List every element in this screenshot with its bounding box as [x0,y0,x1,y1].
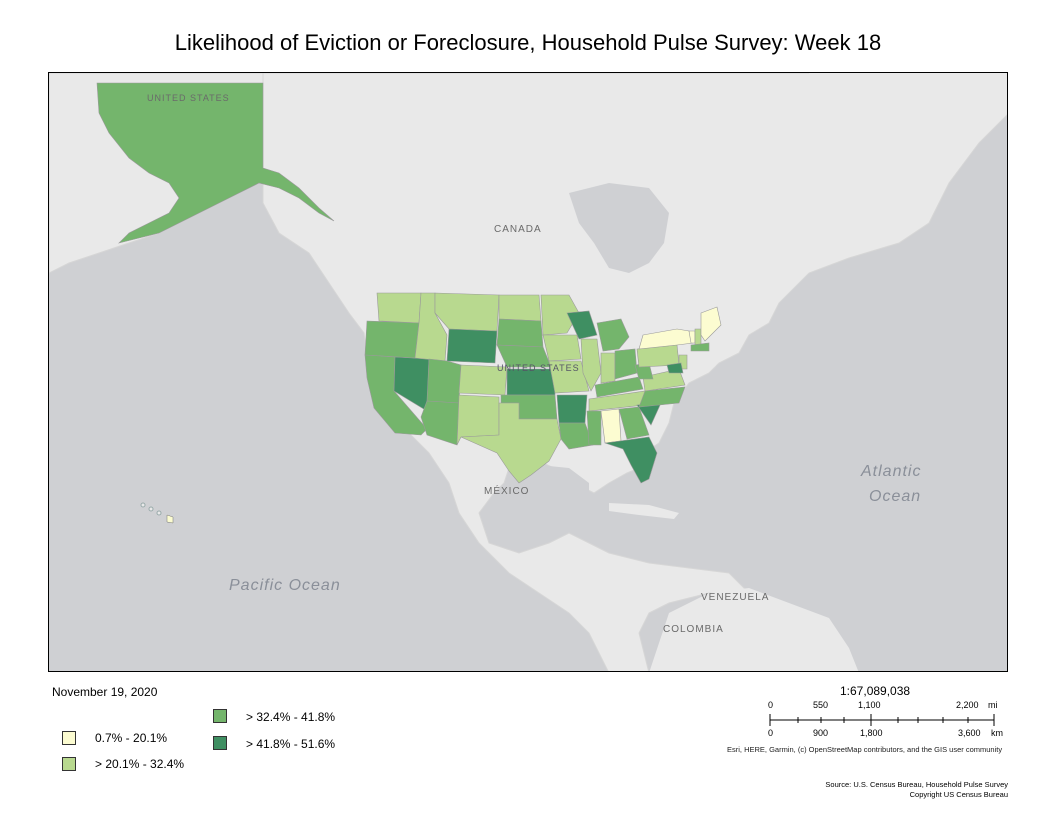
state-NC [638,386,686,408]
greenland-land [809,73,1007,203]
state-SD [496,318,544,348]
label-atlantic-ocean-line1: Atlantic [861,463,922,480]
basemap [49,73,1007,671]
state-WI [566,310,598,340]
hawaii-islands [140,502,162,516]
legend-label-1: 0.7% - 20.1% [95,731,168,745]
state-MA [690,342,710,352]
cuba-land [609,503,679,519]
scale-mi-1100: 1,100 [858,700,881,710]
state-WA [376,292,422,324]
state-ND [498,294,542,322]
state-TX [460,402,562,484]
source-line-2: Copyright US Census Bureau [909,790,1008,799]
scale-ratio: 1:67,089,038 [840,684,911,698]
label-united-states-alaska: UNITED STATES [147,93,230,103]
label-venezuela: VENEZUELA [701,592,770,603]
label-colombia: COLOMBIA [663,624,724,635]
scale-km-900: 900 [813,728,829,738]
state-NH [694,328,702,346]
legend-label-2: > 20.1% - 32.4% [95,757,185,771]
state-IL [580,338,602,392]
state-WY [446,328,498,364]
state-MD [666,362,684,374]
scale-graphic [769,714,995,726]
legend-swatch-3 [213,709,227,723]
label-mexico: MÉXICO [484,486,530,497]
scale-km-1800: 1,800 [860,728,883,738]
gulf-of-mexico-water [519,463,589,513]
state-FL [604,436,658,484]
legend-label-4: > 41.8% - 51.6% [246,737,336,751]
state-AK [96,82,335,244]
legend-swatch-1 [62,731,76,745]
map-frame[interactable]: UNITED STATES UNITED STATES CANADA MÉXIC… [48,72,1008,672]
state-IA [542,334,582,362]
state-MO [548,360,590,394]
state-IN [600,352,616,384]
state-OR [364,320,420,359]
map-title: Likelihood of Eviction or Foreclosure, H… [174,30,882,55]
state-AR [556,394,588,424]
state-MS [586,410,602,446]
legend-swatch-2 [62,757,76,771]
scale-mi-unit: mi [988,700,998,710]
state-GA [618,406,650,440]
state-KY [594,376,644,398]
scale-mi-2200: 2,200 [956,700,979,710]
scale-bar: 1:67,089,038 0 550 1,100 2,200 mi 0 900 … [720,682,1020,772]
scale-km-3600: 3,600 [958,728,981,738]
label-pacific-ocean: Pacific Ocean [229,577,341,594]
state-ME [700,306,722,342]
state-AZ [420,400,460,446]
state-UT [426,358,462,404]
scale-km-unit: km [991,728,1003,738]
label-canada: CANADA [494,224,542,235]
date-label: November 19, 2020 [52,685,158,699]
legend-label-3: > 32.4% - 41.8% [246,710,336,724]
scale-mi-0: 0 [768,700,774,710]
hudson-bay-water [569,183,669,273]
scale-km-0: 0 [768,728,774,738]
state-HI [166,514,174,524]
basemap-credits: Esri, HERE, Garmin, (c) OpenStreetMap co… [727,745,1003,754]
legend-swatch-4 [213,736,227,750]
label-atlantic-ocean-line2: Ocean [869,488,922,505]
label-united-states: UNITED STATES [497,363,580,373]
state-MI [596,318,630,352]
state-VA [642,368,686,392]
source-line-1: Source: U.S. Census Bureau, Household Pu… [825,780,1008,789]
scale-mi-550: 550 [813,700,829,710]
south-america-land [649,588,859,671]
state-LA [558,422,594,450]
source-citation: Source: U.S. Census Bureau, Household Pu… [825,780,1008,800]
